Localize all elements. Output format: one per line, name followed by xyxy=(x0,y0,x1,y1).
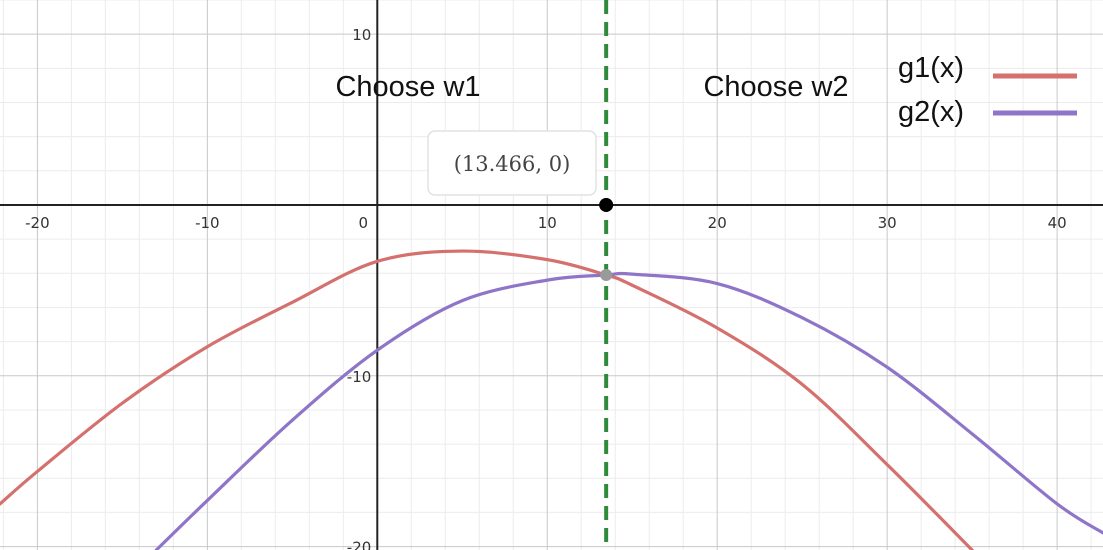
x-tick-label: -10 xyxy=(195,214,220,232)
series-line-g1x xyxy=(0,249,974,550)
legend-label-g1: g1(x) xyxy=(898,52,964,84)
series-line-g2x xyxy=(154,271,1103,550)
point-tooltip: (13.466, 0) xyxy=(427,130,597,196)
point-tooltip-box xyxy=(427,130,597,196)
region-label-w1: Choose w1 xyxy=(335,71,480,103)
region-label-w2: Choose w2 xyxy=(703,71,848,103)
intersection-point xyxy=(600,269,613,281)
overlay xyxy=(599,0,614,550)
x-tick-label: -20 xyxy=(25,214,50,232)
x-tick-label: 40 xyxy=(1048,214,1067,232)
legend: g1(x) g2(x) xyxy=(898,52,1077,128)
x-tick-label: 20 xyxy=(708,214,727,232)
x-tick-label: 10 xyxy=(538,214,557,232)
y-tick-label: 10 xyxy=(352,26,371,44)
legend-label-g2: g2(x) xyxy=(898,96,964,128)
curves xyxy=(0,249,1103,550)
y-tick-label: -10 xyxy=(347,368,372,386)
boundary-point xyxy=(599,197,614,212)
x-tick-label: 0 xyxy=(359,214,369,232)
y-tick-label: -20 xyxy=(347,539,372,550)
point-tooltip-label: (13.466, 0) xyxy=(454,152,571,176)
x-tick-label: 30 xyxy=(878,214,897,232)
